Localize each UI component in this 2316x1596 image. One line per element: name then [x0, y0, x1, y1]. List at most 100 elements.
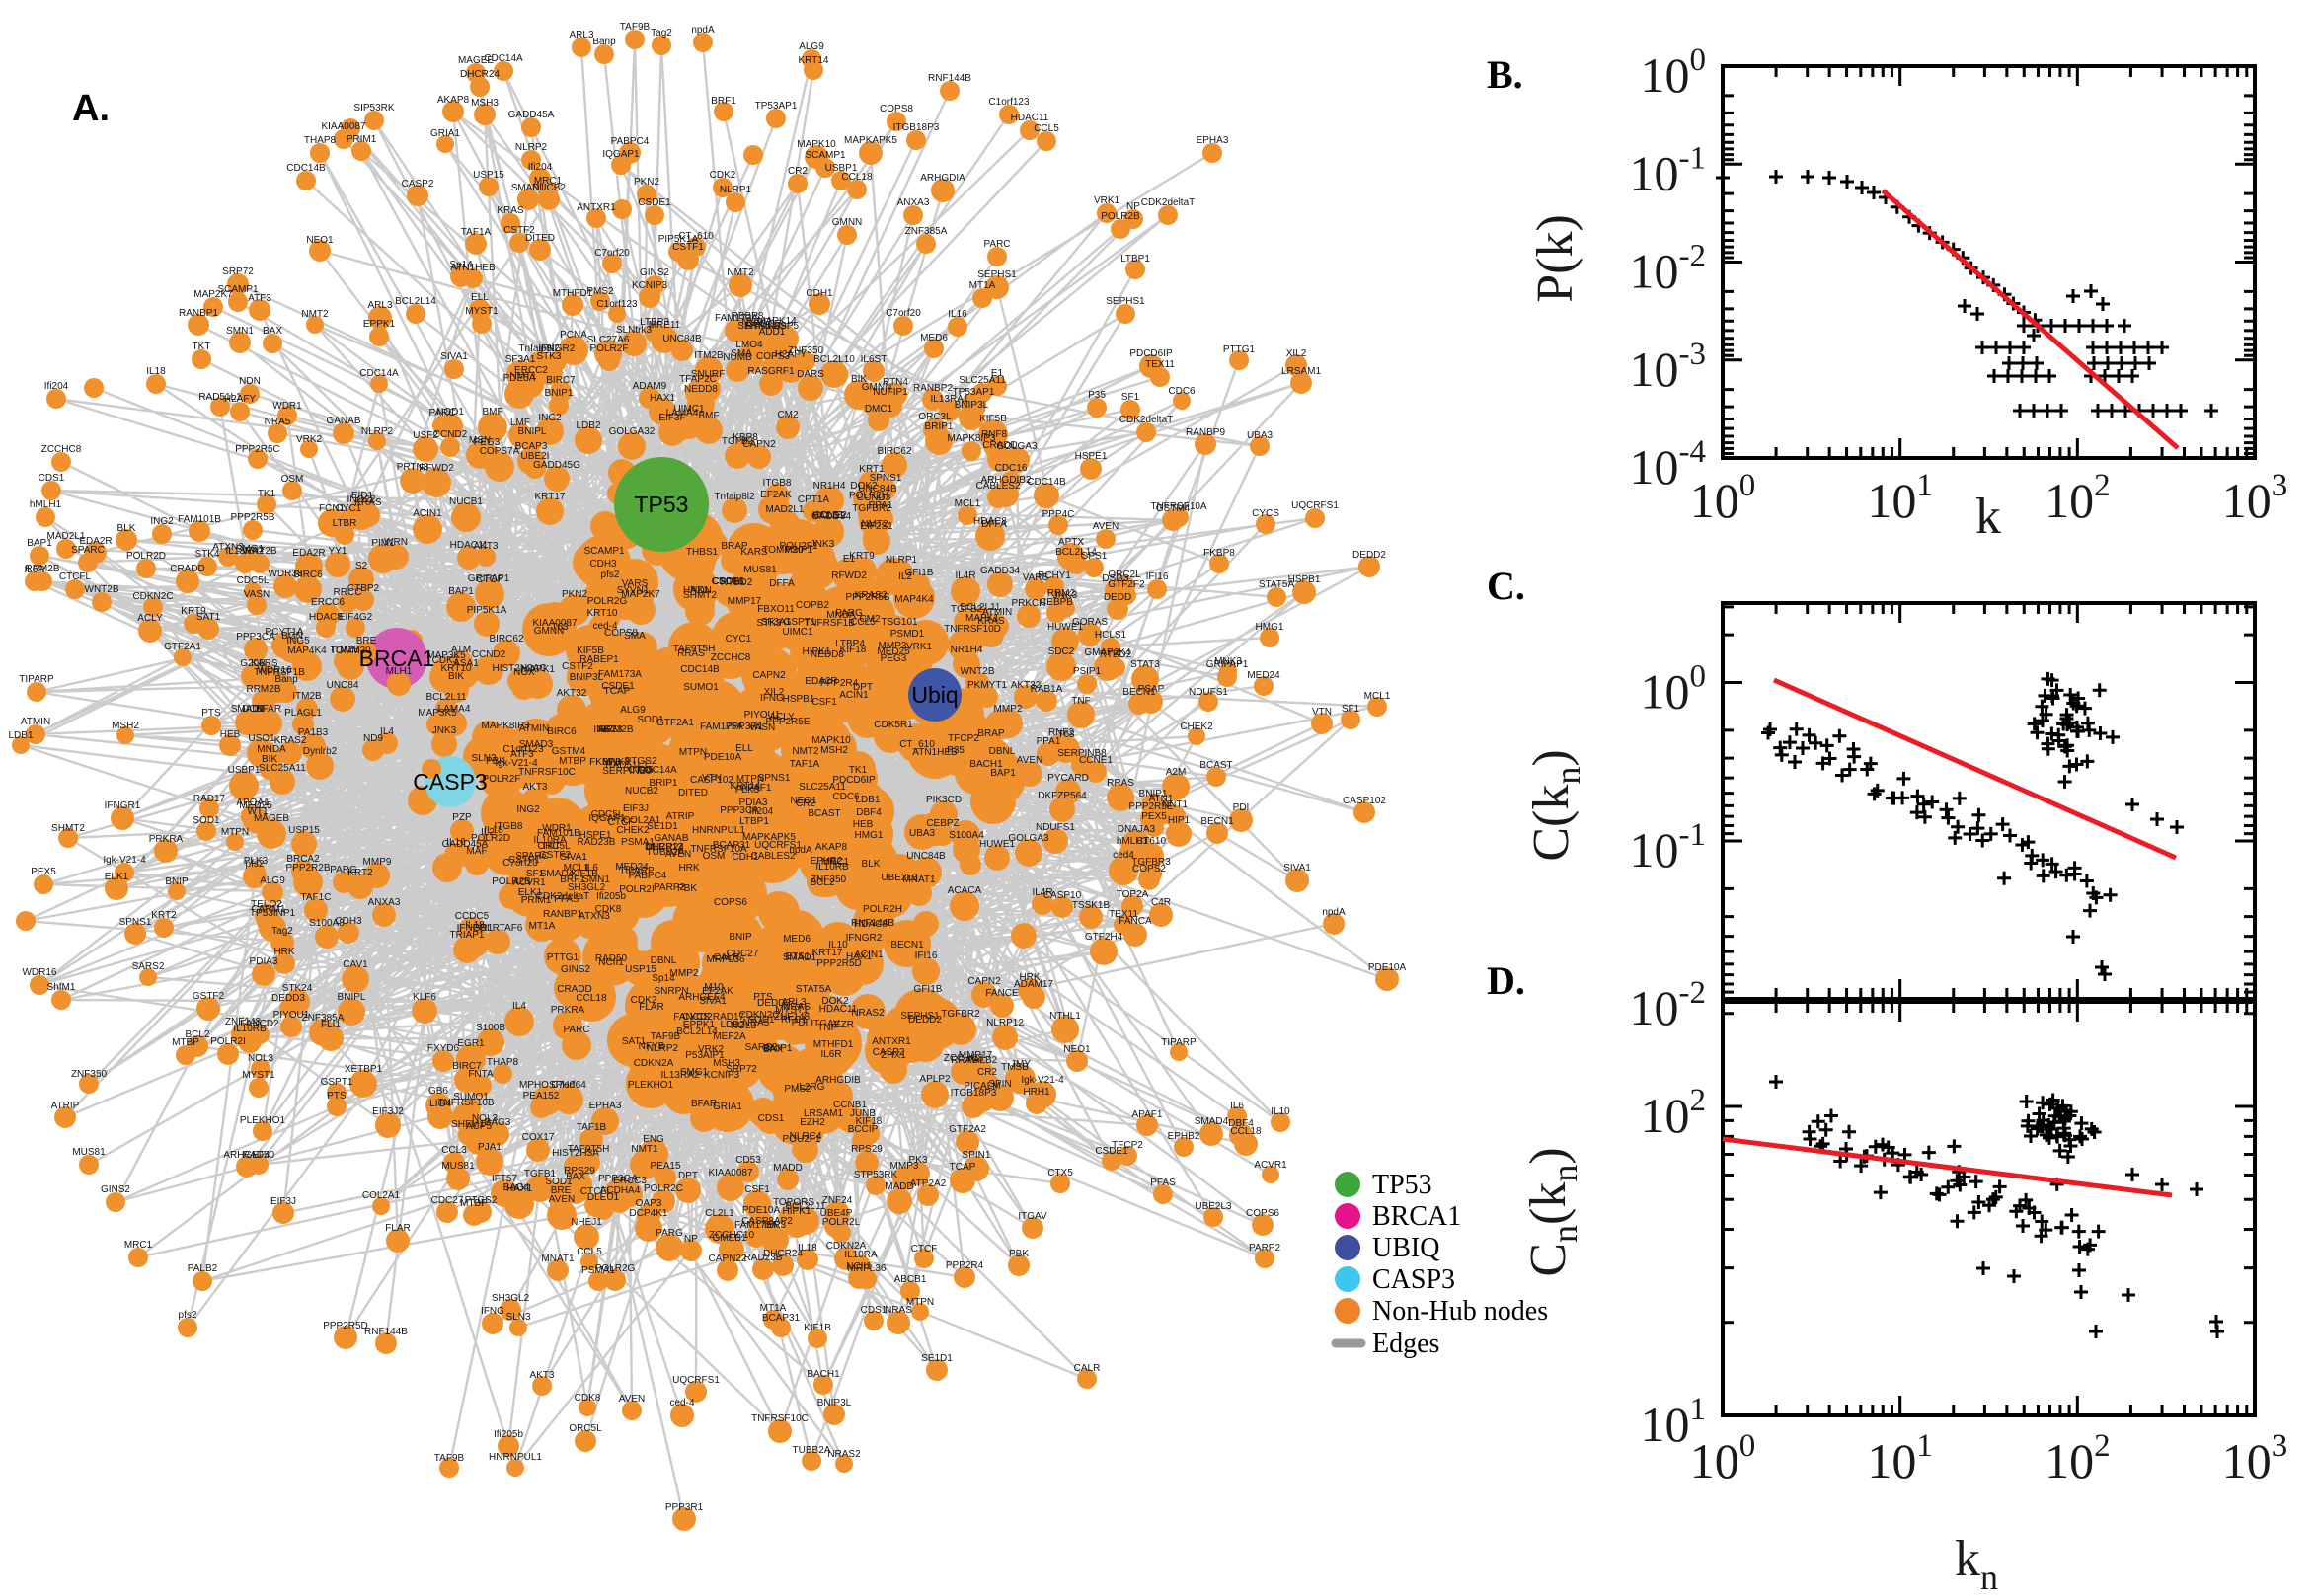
svg-text:MCL1: MCL1: [1364, 691, 1391, 702]
svg-text:UBIQ: UBIQ: [1372, 1233, 1439, 1263]
svg-text:PABPC4: PABPC4: [629, 871, 667, 881]
svg-text:CABLES2: CABLES2: [750, 851, 795, 862]
svg-text:NUCB2: NUCB2: [625, 786, 658, 797]
svg-text:POU2F1: POU2F1: [783, 1134, 821, 1145]
svg-text:MTPN: MTPN: [221, 827, 249, 838]
svg-text:KLF6: KLF6: [413, 992, 436, 1003]
svg-text:CDC6: CDC6: [1168, 386, 1196, 397]
svg-text:KRAS2: KRAS2: [274, 735, 307, 746]
svg-text:SEPHS1: SEPHS1: [977, 269, 1017, 280]
svg-text:FXYD6: FXYD6: [427, 1043, 460, 1054]
svg-text:DLEU1: DLEU1: [587, 1192, 620, 1203]
svg-text:KRAS: KRAS: [497, 205, 524, 216]
svg-text:ShfM1: ShfM1: [47, 982, 76, 993]
svg-text:MSH3: MSH3: [713, 1058, 740, 1069]
svg-text:KRT9: KRT9: [181, 606, 206, 617]
svg-text:ARL3: ARL3: [367, 300, 392, 311]
svg-text:RANBP1: RANBP1: [543, 909, 582, 920]
svg-text:ced-4: ced-4: [592, 621, 617, 632]
svg-text:GSPT1: GSPT1: [321, 1077, 353, 1088]
svg-text:FANCE: FANCE: [985, 988, 1019, 999]
svg-text:EIF3J: EIF3J: [270, 1196, 296, 1207]
svg-text:SOD1: SOD1: [747, 1015, 775, 1026]
svg-text:MRC1: MRC1: [821, 857, 850, 868]
svg-text:NOL3: NOL3: [248, 1053, 274, 1064]
svg-text:ALG9: ALG9: [799, 41, 824, 52]
svg-text:GTF2H4: GTF2H4: [1085, 932, 1123, 943]
svg-text:CDC14B: CDC14B: [1027, 477, 1066, 488]
svg-text:SOD1: SOD1: [637, 715, 664, 725]
svg-text:GMEB1: GMEB1: [712, 1233, 746, 1244]
svg-text:PIYOU1: PIYOU1: [744, 710, 781, 721]
svg-text:MED25: MED25: [877, 646, 910, 657]
svg-text:TIPARP: TIPARP: [619, 866, 655, 876]
svg-text:NDN: NDN: [239, 376, 261, 387]
svg-text:MNAT1: MNAT1: [902, 874, 936, 885]
svg-text:KIF18: KIF18: [856, 1116, 883, 1127]
svg-text:ORC2L: ORC2L: [1108, 570, 1141, 580]
svg-text:MAF: MAF: [466, 846, 487, 857]
svg-text:npdA: npdA: [691, 25, 715, 36]
svg-text:SEPHS1: SEPHS1: [900, 1011, 940, 1022]
svg-text:CCDC5: CCDC5: [455, 911, 490, 922]
svg-text:CDC14A: CDC14A: [638, 765, 677, 776]
svg-text:D.: D.: [1487, 958, 1525, 1003]
svg-text:STAT5A: STAT5A: [796, 984, 832, 995]
svg-text:EGR1: EGR1: [457, 1038, 485, 1049]
svg-text:KRT17: KRT17: [535, 492, 566, 502]
svg-text:TUBB2A: TUBB2A: [647, 847, 685, 858]
svg-text:AKT32: AKT32: [557, 688, 587, 699]
svg-text:PRKRA: PRKRA: [551, 1005, 585, 1016]
svg-text:TK1: TK1: [849, 765, 868, 776]
svg-text:CDH3: CDH3: [589, 559, 617, 570]
svg-text:COPB2: COPB2: [796, 600, 829, 611]
svg-text:ING2: ING2: [516, 804, 540, 815]
svg-text:PJA1: PJA1: [478, 1142, 502, 1153]
svg-text:CT_610: CT_610: [899, 739, 935, 750]
svg-text:BMF: BMF: [698, 411, 719, 421]
svg-text:TAF1C: TAF1C: [301, 892, 332, 903]
svg-text:TK1: TK1: [258, 489, 276, 499]
svg-text:CASP2: CASP2: [402, 179, 434, 190]
svg-text:TOMM20: TOMM20: [762, 545, 804, 556]
svg-text:POLR2G: POLR2G: [587, 596, 628, 607]
svg-text:MADD: MADD: [773, 1163, 802, 1174]
svg-text:LDB1: LDB1: [8, 730, 33, 741]
svg-text:PSMA1: PSMA1: [621, 837, 655, 848]
svg-text:IL4: IL4: [512, 1001, 526, 1012]
svg-text:DNAJA3: DNAJA3: [1118, 824, 1156, 835]
svg-text:S2: S2: [355, 561, 368, 571]
svg-text:POLR2H: POLR2H: [849, 491, 888, 501]
svg-text:WDR1: WDR1: [272, 401, 302, 412]
svg-text:BACH1: BACH1: [807, 1369, 840, 1380]
svg-text:SPARC: SPARC: [515, 851, 549, 862]
svg-text:GRIA1: GRIA1: [713, 1102, 742, 1112]
svg-text:TP53: TP53: [635, 492, 689, 517]
svg-text:IQGAP1: IQGAP1: [588, 813, 626, 824]
svg-text:MSH2: MSH2: [112, 721, 139, 731]
svg-text:EDA2R: EDA2R: [805, 676, 837, 687]
svg-text:IFNG: IFNG: [760, 693, 784, 704]
svg-text:SYVN1: SYVN1: [617, 585, 650, 596]
svg-text:CCL18: CCL18: [841, 172, 873, 183]
svg-text:MAPK10: MAPK10: [811, 735, 851, 746]
svg-text:SRP72: SRP72: [222, 266, 254, 277]
svg-text:TNFRSF10C: TNFRSF10C: [751, 1413, 809, 1424]
svg-text:LMF: LMF: [510, 418, 530, 428]
svg-text:Igk-V21-4: Igk-V21-4: [103, 855, 146, 866]
svg-text:DEDD2: DEDD2: [908, 1015, 942, 1026]
svg-text:NEO1: NEO1: [790, 796, 817, 806]
svg-text:TGFB2: TGFB2: [722, 436, 754, 447]
svg-text:S100B: S100B: [476, 1023, 505, 1033]
svg-text:SMAD3: SMAD3: [519, 739, 554, 750]
svg-text:PBK: PBK: [1009, 1249, 1029, 1259]
svg-text:AVEN: AVEN: [549, 1194, 576, 1205]
svg-text:CDH1: CDH1: [732, 852, 759, 863]
svg-text:HRK: HRK: [1019, 972, 1040, 983]
svg-text:CTCFL: CTCFL: [59, 571, 92, 582]
svg-text:RNF144B: RNF144B: [364, 1327, 408, 1337]
svg-text:SIVA1: SIVA1: [1283, 863, 1311, 874]
svg-text:BNIP: BNIP: [165, 876, 189, 887]
svg-text:PZP: PZP: [452, 812, 472, 823]
svg-text:BCL2L14: BCL2L14: [676, 1026, 718, 1037]
